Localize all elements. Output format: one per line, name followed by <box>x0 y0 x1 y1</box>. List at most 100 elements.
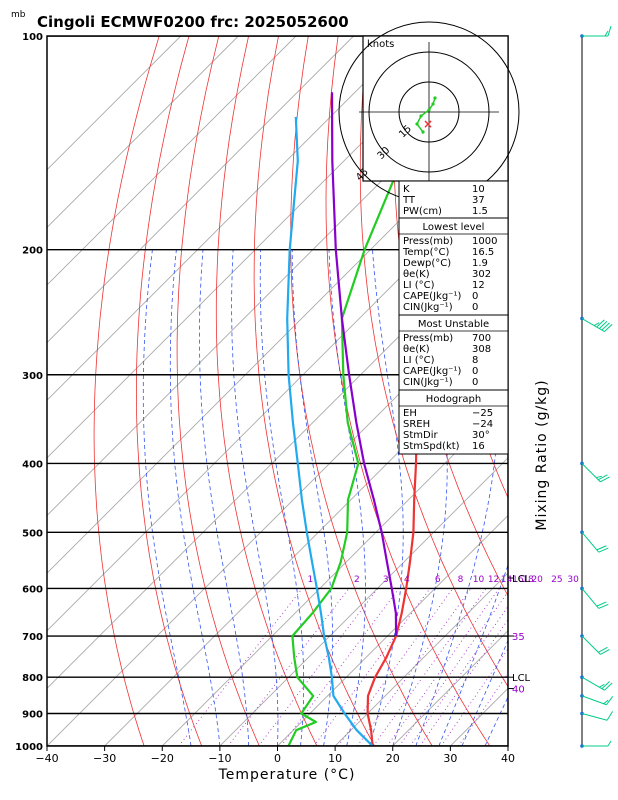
index-label: Press(mb) <box>403 236 453 247</box>
side-mark-label: 35 <box>512 632 525 643</box>
hodograph-frame <box>362 35 509 182</box>
isotherm <box>47 36 182 171</box>
x-tick-label: −30 <box>93 752 116 765</box>
index-value: 0 <box>472 377 478 388</box>
wind-barb <box>580 316 613 332</box>
index-value: 308 <box>472 344 491 355</box>
x-tick-label: −10 <box>208 752 231 765</box>
dry-adiabat <box>253 36 375 746</box>
isotherm <box>219 457 508 746</box>
mixing-ratio-label: 4 <box>404 575 410 585</box>
x-tick-label: −40 <box>35 752 58 765</box>
dry-adiabat <box>517 36 618 746</box>
mixing-ratio-line <box>409 605 508 746</box>
mixing-ratio-label: 10 <box>473 575 485 585</box>
x-axis-title: Temperature (°C) <box>218 767 356 783</box>
mixing-ratio-label: 12 <box>488 575 499 585</box>
profile-parcel <box>330 92 398 637</box>
pressure-tick-label: 300 <box>22 371 43 382</box>
pressure-tick-label: 400 <box>22 459 43 470</box>
index-value: 0 <box>472 291 478 302</box>
x-tick-label: −20 <box>151 752 174 765</box>
index-label: CIN(Jkg⁻¹) <box>403 302 453 313</box>
isotherm <box>47 36 239 229</box>
moist-adiabat <box>199 249 250 746</box>
dry-adiabat <box>359 36 508 688</box>
index-section-title: Most Unstable <box>418 319 489 330</box>
mixing-ratio-label: 6 <box>435 575 441 585</box>
index-label: CAPE(Jkg⁻¹) <box>403 291 461 302</box>
index-label: PW(cm) <box>403 206 442 217</box>
index-label: Temp(°C) <box>402 247 450 258</box>
wind-barb <box>580 461 610 483</box>
moist-adiabat <box>142 249 192 746</box>
mixing-ratio-line <box>356 588 472 746</box>
x-tick-label: 10 <box>328 752 342 765</box>
index-value: 8 <box>472 355 478 366</box>
mixing-ratio-line <box>178 588 303 746</box>
mixing-ratio-label: 16 <box>512 575 524 585</box>
index-label: SREH <box>403 419 430 430</box>
side-mark-label: LCL <box>512 574 531 585</box>
isotherm <box>47 36 297 286</box>
wind-barb <box>580 25 612 38</box>
index-value: 700 <box>472 333 491 344</box>
moist-adiabat <box>369 249 404 746</box>
index-label: Dewp(°C) <box>403 258 451 269</box>
x-tick-label: 30 <box>443 752 457 765</box>
index-value: −24 <box>472 419 493 430</box>
mixing-ratio-line <box>373 588 487 746</box>
index-label: θe(K) <box>403 269 430 280</box>
dry-adiabat <box>325 36 491 746</box>
mixing-ratio-line <box>313 588 431 746</box>
index-label: K <box>403 184 410 195</box>
mixing-ratio-line <box>419 618 508 746</box>
pressure-tick-label: 700 <box>22 632 43 643</box>
hodograph-units-label: knots <box>367 39 394 50</box>
mixing-ratio-line <box>337 588 454 746</box>
index-value: 1.5 <box>472 206 488 217</box>
profile-parcel-surface <box>286 116 374 746</box>
mixing-ratio-line <box>440 647 508 746</box>
index-value: 16 <box>472 441 485 452</box>
wind-barb <box>580 694 614 706</box>
index-value: 10 <box>472 184 485 195</box>
mixing-ratio-label: 14 <box>501 575 513 585</box>
stability-index-panel: K 10 TT 37 PW(cm) 1.5 Lowest level Press(mb) 100… <box>398 180 509 455</box>
index-value: 0 <box>472 302 478 313</box>
index-label: θe(K) <box>403 344 430 355</box>
index-label: TT <box>402 195 416 206</box>
index-value: −25 <box>472 408 493 419</box>
mixing-ratio-title: Mixing Ratio (g/kg) <box>534 379 550 530</box>
pressure-unit-label: mb <box>11 10 26 20</box>
dry-adiabat <box>93 36 160 746</box>
pressure-tick-label: 600 <box>22 584 43 595</box>
mixing-ratio-line <box>258 588 379 746</box>
side-mark-label: 40 <box>512 685 525 696</box>
index-label: LI (°C) <box>403 355 435 366</box>
dry-adiabat <box>577 36 618 746</box>
moist-adiabat <box>231 249 279 746</box>
index-label: CAPE(Jkg⁻¹) <box>403 366 461 377</box>
index-value: 37 <box>472 195 485 206</box>
wind-barb <box>580 634 610 655</box>
dry-adiabat <box>136 36 203 746</box>
isotherm <box>161 399 508 746</box>
side-mark-label: LCL <box>512 673 531 684</box>
mixing-ratio-line <box>386 588 500 746</box>
index-value: 1000 <box>472 236 497 247</box>
index-section-title: Hodograph <box>426 394 481 405</box>
index-value: 16.5 <box>472 247 494 258</box>
mixing-ratio-label: 1 <box>308 575 314 585</box>
index-value: 12 <box>472 280 485 291</box>
pressure-tick-label: 100 <box>22 32 43 43</box>
storm-motion-marker: × <box>423 117 433 131</box>
isotherm <box>47 226 508 690</box>
moist-adiabat <box>291 249 333 746</box>
mixing-ratio-label: 18 <box>522 575 534 585</box>
index-value: 1.9 <box>472 258 488 269</box>
index-label: StmDir <box>403 430 438 441</box>
pressure-tick-label: 500 <box>22 528 43 539</box>
